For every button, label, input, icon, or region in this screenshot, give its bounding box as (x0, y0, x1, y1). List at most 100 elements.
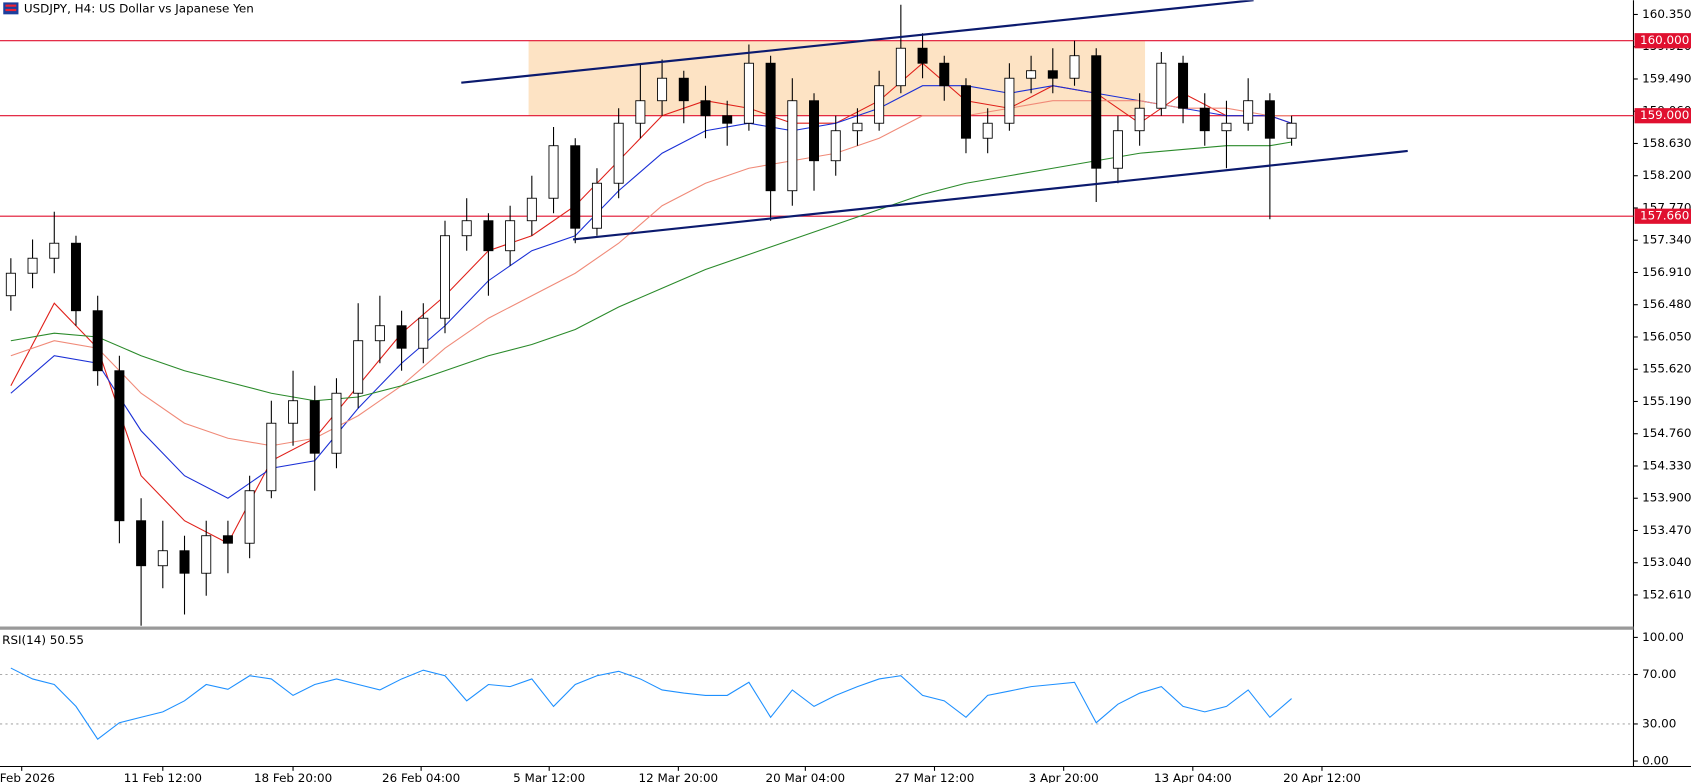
candle-body (461, 220, 472, 237)
candle-body (743, 62, 754, 124)
y-tick-label: 152.610 (1642, 587, 1691, 601)
candle-body (353, 340, 364, 394)
y-tick-label: 156.050 (1642, 329, 1691, 343)
x-tick-label: 13 Apr 04:00 (1154, 771, 1232, 783)
candle-body (1047, 70, 1058, 79)
chart-title: USDJPY, H4: US Dollar vs Japanese Yen (24, 1, 254, 15)
candle-body (960, 85, 971, 139)
x-tick-label: 5 Mar 12:00 (513, 771, 585, 783)
candle-body (49, 242, 60, 259)
candle-body (1264, 100, 1275, 139)
candle-body (1004, 77, 1015, 124)
candle-body (70, 242, 81, 312)
candle-body (288, 400, 299, 424)
candle-body (27, 257, 38, 274)
y-tick-label: 100.00 (1642, 630, 1684, 644)
x-tick-label: 20 Apr 12:00 (1283, 771, 1361, 783)
candle-body (418, 317, 429, 349)
candle-body (374, 325, 385, 342)
y-tick-label: 158.200 (1642, 168, 1691, 182)
rsi-line (10, 667, 1292, 740)
y-tick-label: 153.040 (1642, 555, 1691, 569)
candle-body (483, 220, 494, 252)
candle-body (765, 62, 776, 192)
y-tick-label: 157.340 (1642, 233, 1691, 247)
candle-body (570, 145, 581, 229)
x-tick-label: 11 Feb 12:00 (124, 771, 202, 783)
x-tick-label: 26 Feb 04:00 (382, 771, 460, 783)
candle-body (1199, 107, 1210, 132)
candle-body (982, 122, 993, 139)
y-tick-label: 160.350 (1642, 7, 1691, 21)
trendline (572, 149, 1408, 241)
candle-body (917, 47, 928, 64)
candle-body (136, 520, 147, 567)
candle-body (1026, 70, 1037, 79)
x-tick-label: 20 Mar 04:00 (766, 771, 846, 783)
candle-body (396, 325, 407, 349)
level-label: 160.000 (1640, 33, 1689, 47)
candle-body (657, 77, 668, 102)
candle-body (179, 550, 190, 574)
candle-body (526, 197, 537, 222)
x-tick-label: 18 Feb 20:00 (254, 771, 332, 783)
candle-body (700, 100, 711, 117)
zone (528, 40, 1146, 116)
symbol-icon (3, 2, 19, 15)
x-tick-label: 27 Mar 12:00 (895, 771, 975, 783)
level-label-box (1634, 208, 1691, 224)
candle-body (505, 220, 516, 252)
candle-body (1112, 130, 1123, 169)
candle-body (244, 490, 255, 544)
candle-body (440, 235, 450, 319)
x-tick-label: 4 Feb 2026 (0, 771, 55, 783)
candle-body (548, 145, 559, 199)
candle-body (874, 85, 885, 124)
x-tick-label: 3 Apr 20:00 (1029, 771, 1099, 783)
y-tick-label: 155.190 (1642, 394, 1691, 408)
candle-body (809, 100, 820, 162)
price-panel (0, 0, 1634, 626)
y-tick-label: 154.330 (1642, 458, 1691, 472)
candle-body (722, 115, 733, 124)
candle-body (331, 392, 342, 454)
candle-body (678, 77, 689, 102)
level-label: 159.000 (1640, 108, 1689, 122)
y-tick-label: 159.490 (1642, 71, 1691, 85)
candle-body (787, 100, 798, 192)
candle-body (895, 47, 906, 87)
candle-body (852, 122, 863, 132)
y-tick-label: 30.00 (1642, 716, 1676, 730)
candle-body (157, 550, 168, 567)
candle-body (92, 310, 103, 372)
candle-body (1178, 62, 1189, 109)
level-label: 157.660 (1640, 209, 1689, 223)
x-tick-label: 12 Mar 20:00 (639, 771, 719, 783)
candle-body (222, 535, 233, 544)
candle-body (591, 182, 602, 229)
candle-body (1221, 122, 1232, 132)
candle-body (1286, 122, 1297, 139)
candle-body (1134, 107, 1145, 132)
candle-body (1156, 62, 1167, 109)
candle-body (939, 62, 950, 87)
y-tick-label: 156.910 (1642, 265, 1691, 279)
candle-body (309, 400, 320, 454)
level-label-box (1634, 108, 1691, 124)
y-tick-label: 154.760 (1642, 426, 1691, 440)
y-tick-label: 153.470 (1642, 523, 1691, 537)
level-label-box (1634, 33, 1691, 49)
y-tick-label: 0.00 (1642, 754, 1669, 768)
candle-body (613, 122, 624, 184)
rsi-title: RSI(14) 50.55 (2, 633, 84, 647)
y-tick-label: 156.480 (1642, 297, 1691, 311)
trendline (461, 0, 1254, 84)
candle-body (1091, 55, 1102, 169)
candle-body (114, 370, 125, 522)
candle-body (635, 100, 646, 124)
candle-body (266, 422, 277, 492)
candle-body (1069, 55, 1080, 79)
candle-body (1243, 100, 1254, 124)
